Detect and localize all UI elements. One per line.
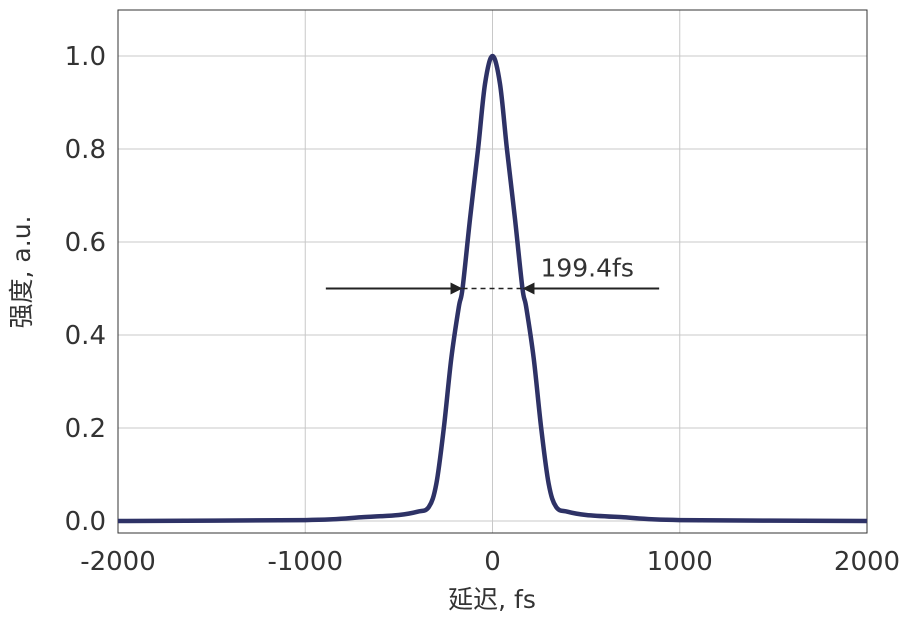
y-tick-label: 0.8 xyxy=(65,135,106,165)
y-tick-labels: 0.0 0.2 0.4 0.6 0.8 1.0 xyxy=(65,42,106,537)
x-axis-label: 延迟, fs xyxy=(448,585,536,614)
plot-frame xyxy=(117,9,868,534)
fwhm-annotation: 199.4fs xyxy=(325,254,660,295)
grid xyxy=(117,10,868,533)
fwhm-label: 199.4fs xyxy=(540,254,633,283)
x-tick-label: -1000 xyxy=(267,547,343,577)
y-tick-label: 0.6 xyxy=(65,228,106,258)
y-tick-label: 0.0 xyxy=(65,507,106,537)
right-arrow-head xyxy=(522,282,535,295)
left-arrow-head xyxy=(450,282,463,295)
x-tick-label: 1000 xyxy=(647,547,713,577)
y-tick-label: 1.0 xyxy=(65,42,106,72)
y-tick-label: 0.2 xyxy=(65,414,106,444)
y-axis-label: 强度, a.u. xyxy=(7,216,36,329)
y-tick-label: 0.4 xyxy=(65,321,106,351)
x-tick-label: 2000 xyxy=(834,547,900,577)
x-tick-label: 0 xyxy=(484,547,501,577)
x-tick-labels: -2000 -1000 0 1000 2000 xyxy=(80,547,900,577)
series-line xyxy=(117,53,868,524)
x-tick-label: -2000 xyxy=(80,547,156,577)
